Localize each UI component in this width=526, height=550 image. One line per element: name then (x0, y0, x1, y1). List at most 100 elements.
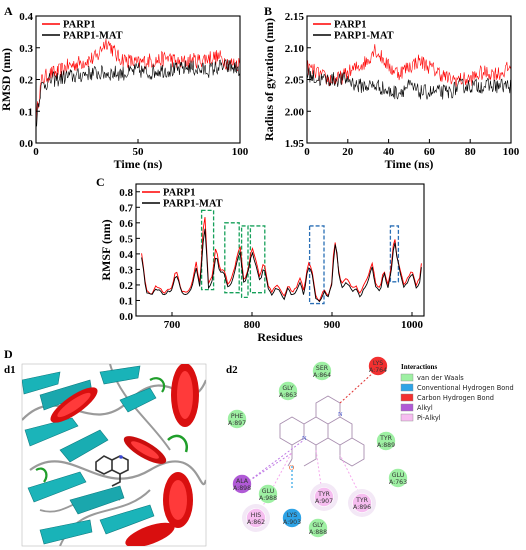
residue-node (388, 468, 408, 488)
residue-name: LYS (373, 360, 383, 367)
panel-letter-b: B (264, 4, 272, 18)
x-tick-label: 900 (324, 319, 341, 331)
pi-alkyl-line-2 (315, 449, 323, 493)
y-tick-label: 0.1 (19, 106, 33, 118)
y-tick-label: 0.7 (119, 202, 133, 214)
panel-letter-d: D (4, 347, 13, 361)
x-tick-label: 80 (465, 146, 477, 158)
y-tick-label: 0.3 (119, 264, 133, 276)
x-tick-label: 20 (342, 146, 354, 158)
panel-letter-c: C (96, 175, 105, 189)
residue-position: A:896 (353, 504, 371, 511)
x-tick-label: 0 (33, 146, 39, 158)
legend-label: PARP1 (63, 20, 95, 31)
y-tick-label: 0.6 (119, 218, 133, 230)
residue-position: A:897 (228, 420, 246, 427)
interaction-legend-swatch (400, 403, 414, 412)
interaction-legend-label: Pi-Alkyl (417, 414, 441, 422)
residue-position: A:903 (283, 519, 301, 526)
legend-label: PARP1-MAT (334, 31, 394, 42)
residue-node (352, 493, 372, 513)
residue-name: HIS (251, 512, 261, 519)
residue-node (258, 484, 278, 504)
y-tick-label: 2.10 (285, 43, 305, 55)
series-line-parp1-mat (141, 228, 422, 303)
ligand-skeleton (279, 395, 365, 467)
residue-position: A:988 (259, 495, 277, 502)
interaction-legend-swatch (400, 393, 414, 402)
x-tick-label: 100 (232, 146, 249, 158)
residue-node (282, 508, 302, 528)
interactions-legend-title: Interactions (401, 363, 437, 371)
residue-position: A:888 (309, 529, 327, 536)
residue-name: GLU (262, 488, 274, 495)
interactions-legend: Interactions van der Waals Conventional H… (400, 363, 514, 422)
legend-label: PARP1-MAT (63, 31, 123, 42)
residue-position: A:864 (313, 372, 331, 379)
interaction-legend-swatch (400, 373, 414, 382)
y-tick-label: 2.00 (285, 106, 305, 118)
residue-node (232, 474, 252, 494)
y-tick-label: 0.3 (19, 43, 33, 55)
residue-name: GLU (392, 472, 404, 479)
panel-label-d2: d2 (226, 364, 238, 376)
protein-3d-structure-image: d1 (4, 363, 207, 547)
y-tick-label: 0.2 (119, 280, 133, 292)
residue-name: GLY (282, 385, 293, 392)
series-line-parp1-mat (306, 67, 511, 100)
x-axis-label: Time (ns) (385, 157, 434, 171)
carbon-hydrogen-bond-line (339, 371, 375, 404)
y-tick-label: 0.1 (119, 295, 133, 307)
series-line-parp1 (35, 38, 240, 131)
highlight-box (249, 225, 266, 294)
residue-node (308, 518, 328, 538)
y-tick-label: 0.4 (119, 249, 133, 261)
y-tick-label: 1.95 (285, 138, 305, 150)
residue-name: PHE (231, 413, 243, 420)
residue-position: A:907 (315, 498, 333, 505)
residue-position: A:863 (279, 392, 297, 399)
residue-name: SER (316, 365, 329, 372)
ligand-nitrogen-atom-2: N (302, 435, 307, 442)
x-tick-label: 0 (304, 146, 310, 158)
interaction-diagram: d2 O N N SERA:864GLYA:863PHEA:897LYSA:76… (226, 356, 514, 538)
ligand-nitrogen-atom: N (338, 411, 343, 418)
residue-node (227, 409, 247, 429)
residue-node (376, 431, 396, 451)
interaction-legend-label: Alkyl (417, 404, 433, 412)
y-tick-label: 0.5 (119, 233, 133, 245)
residue-name: LYS (287, 512, 297, 519)
radius-of-gyration-chart: 0 20 40 60 80 100 1.95 2.00 2.05 2.10 2.15 Time (ns… (262, 11, 520, 171)
residue-node (368, 356, 388, 376)
residue-position: A:763 (389, 479, 407, 486)
x-tick-label: 1000 (401, 319, 424, 331)
x-axis-label: Time (ns) (114, 157, 163, 171)
y-tick-label: 0.0 (119, 311, 133, 323)
residue-position: A:889 (377, 442, 395, 449)
legend-label: PARP1 (334, 20, 366, 31)
highlight-box (240, 225, 249, 299)
y-tick-label: 2.05 (285, 75, 305, 87)
residue-position: A:764 (369, 367, 387, 374)
pi-alkyl-line-3 (339, 454, 361, 496)
residue-name: TYR (379, 435, 393, 442)
residue-nodes: SERA:864GLYA:863PHEA:897LYSA:764TYRA:889… (227, 356, 408, 538)
rmsf-chart: 700 800 900 1000 0.0 0.1 0.2 0.3 0.4 0.5 0.6 0.7 0.8… (99, 183, 425, 344)
x-tick-label: 60 (424, 146, 436, 158)
residue-node (314, 487, 334, 507)
panel-label-d1: d1 (4, 364, 16, 376)
legend-label: PARP1 (163, 188, 195, 199)
rmsd-chart: 0 50 100 0.0 0.1 0.2 0.3 0.4 Time (ns) RMSD (nm) P… (0, 11, 249, 171)
y-tick-label: 0.0 (19, 138, 33, 150)
residue-name: ALA (236, 478, 249, 485)
residue-name: TYR (317, 491, 331, 498)
plot-frame (135, 183, 425, 317)
interaction-legend-swatch (400, 413, 414, 422)
panel-letter-a: A (4, 4, 13, 18)
legend-label: PARP1-MAT (163, 199, 223, 210)
x-tick-label: 100 (503, 146, 520, 158)
y-axis-label: RMSD (nm) (0, 48, 13, 111)
residue-node (246, 508, 266, 528)
interaction-legend-label: van der Waals (417, 374, 464, 382)
